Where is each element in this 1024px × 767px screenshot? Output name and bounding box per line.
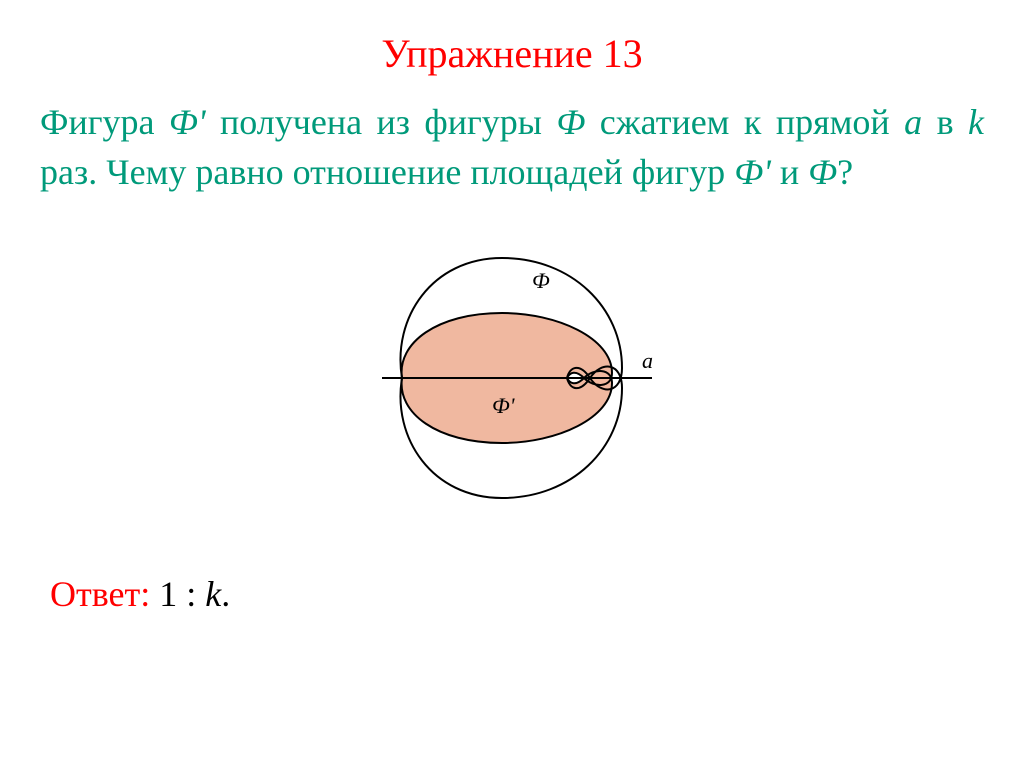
text-part: получена из фигуры: [206, 102, 557, 142]
answer-label: Ответ:: [50, 574, 150, 614]
label-phi: Ф: [532, 268, 550, 293]
a-symbol: a: [904, 102, 922, 142]
label-a: a: [642, 348, 653, 373]
phi-symbol: Ф: [556, 102, 585, 142]
phi-symbol: Ф: [808, 152, 837, 192]
compression-figure: Ф Ф' a: [342, 228, 682, 528]
figure-container: Ф Ф' a: [40, 228, 984, 533]
answer-k-symbol: k: [205, 574, 221, 614]
label-phi-prime: Ф': [492, 393, 515, 418]
text-part: и: [771, 152, 808, 192]
text-part: раз. Чему равно отношение площадей фигур: [40, 152, 734, 192]
phi-prime-symbol: Ф': [169, 102, 206, 142]
answer-line: Ответ: 1 : k.: [50, 573, 984, 615]
text-part: в: [922, 102, 968, 142]
text-part: Фигура: [40, 102, 169, 142]
phi-prime-symbol: Ф': [734, 152, 771, 192]
k-symbol: k: [968, 102, 984, 142]
answer-value-pre: 1 :: [150, 574, 205, 614]
problem-statement: Фигура Ф' получена из фигуры Ф сжатием к…: [40, 97, 984, 198]
exercise-title: Упражнение 13: [40, 30, 984, 77]
text-part: сжатием к прямой: [585, 102, 904, 142]
text-part: ?: [837, 152, 853, 192]
answer-value-post: .: [221, 574, 230, 614]
slide-page: Упражнение 13 Фигура Ф' получена из фигу…: [0, 0, 1024, 767]
